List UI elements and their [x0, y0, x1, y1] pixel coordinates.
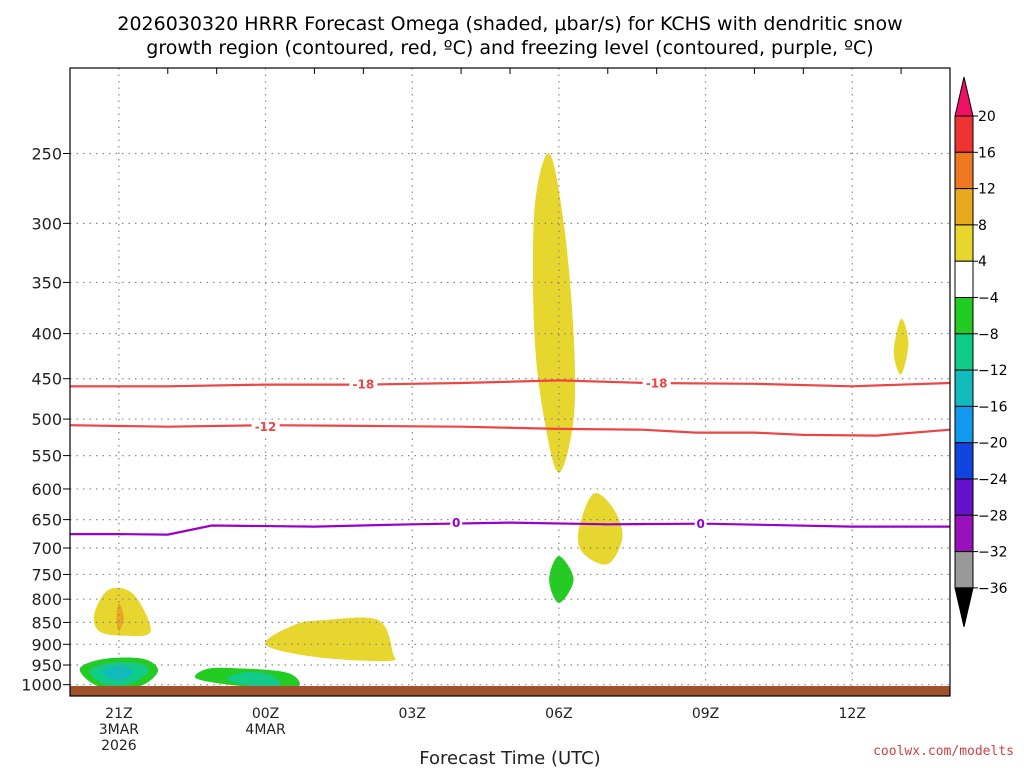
- y-tick-1000: 1000: [21, 676, 62, 695]
- pressure-axis: 250 300 350 400 450 500 550 600 650 700 750 800 850 9…: [21, 144, 70, 695]
- credit-text: coolwx.com/modelts: [873, 744, 1014, 759]
- y-tick-950: 950: [31, 656, 62, 675]
- chart-title-line2: growth region (contoured, red, ºC) and f…: [146, 37, 873, 59]
- colorbar-swatch-10: [954, 478, 974, 516]
- x-tick-00z-line0: 00Z: [252, 706, 279, 722]
- colorbar-swatch-7: [954, 369, 974, 407]
- y-tick-700: 700: [31, 539, 62, 558]
- colorbar-label-0: 20: [978, 109, 996, 125]
- colorbar-swatch-0: [954, 115, 974, 153]
- colorbar-label-2: 12: [978, 182, 996, 198]
- colorbar-swatch-12: [954, 551, 974, 589]
- colorbar-label-8: −16: [978, 399, 1008, 415]
- freezing-level-0-label-bg: [450, 515, 463, 530]
- colorbar-swatch-6: [954, 333, 974, 371]
- colorbar-bottom-arrow: [954, 587, 974, 628]
- colorbar-label-4: 4: [978, 254, 987, 270]
- y-tick-900: 900: [31, 635, 62, 654]
- colorbar-swatch-9: [954, 442, 974, 480]
- y-tick-250: 250: [31, 144, 62, 163]
- omega-plus4-upper-column: [532, 153, 576, 473]
- x-tick-06z-line0: 06Z: [545, 706, 572, 722]
- y-tick-450: 450: [31, 370, 62, 389]
- plot-frame: [69, 67, 951, 697]
- y-tick-350: 350: [31, 273, 62, 292]
- y-tick-750: 750: [31, 565, 62, 584]
- dgz-minus-18-label-1: -18: [646, 376, 668, 390]
- colorbar-swatch-3: [954, 224, 974, 262]
- x-tick-21z-line1: 3MAR: [99, 722, 140, 738]
- y-tick-850: 850: [31, 613, 62, 632]
- colorbar-label-7: −12: [978, 363, 1008, 379]
- colorbar: 20 16 12 8 4 −4 −8 −12 −16 −20 −24 −28 −32 −36: [954, 76, 1008, 628]
- dgz-minus-18-label-bg: [642, 375, 671, 390]
- ground-surface: [70, 686, 950, 696]
- colorbar-swatch-1: [954, 151, 974, 190]
- plot-area: -18 -18 -12 0 0: [69, 67, 951, 697]
- colorbar-top-arrow: [954, 76, 974, 117]
- dgz-minus-12-label-bg: [251, 419, 280, 434]
- colorbar-label-3: 8: [978, 218, 987, 234]
- freezing-level-0-contour: [70, 521, 950, 536]
- dgz-minus-18-label-0: -18: [352, 377, 374, 391]
- colorbar-swatch-8: [954, 405, 974, 444]
- colorbar-label-1: 16: [978, 145, 996, 161]
- omega-minus8-near-surface-east: [226, 672, 282, 687]
- x-tick-09z-line0: 09Z: [692, 706, 719, 722]
- colorbar-label-13: −36: [978, 581, 1008, 597]
- omega-plus8-low-west: [116, 603, 124, 632]
- omega-minus12-near-surface-west: [101, 665, 134, 681]
- omega-plus4-midlevel: [577, 493, 623, 565]
- colorbar-label-6: −8: [978, 327, 999, 343]
- colorbar-swatch-4: [954, 260, 974, 299]
- y-tick-400: 400: [31, 325, 62, 344]
- y-tick-800: 800: [31, 590, 62, 609]
- freezing-level-0-label-1: 0: [696, 517, 704, 531]
- y-tick-550: 550: [31, 447, 62, 466]
- colorbar-swatch-11: [954, 514, 974, 553]
- omega-minus4-midlevel: [549, 556, 574, 603]
- y-tick-500: 500: [31, 410, 62, 429]
- y-tick-650: 650: [31, 511, 62, 530]
- colorbar-label-12: −32: [978, 545, 1008, 561]
- temperature-contours: -18 -18 -12 0 0: [69, 375, 951, 536]
- x-tick-00z-line1: 4MAR: [245, 722, 286, 738]
- omega-plus4-low-east: [265, 617, 396, 662]
- omega-shading: [79, 153, 909, 689]
- omega-plus4-east: [893, 318, 909, 375]
- x-axis-label: Forecast Time (UTC): [419, 748, 600, 768]
- x-tick-21z-line0: 21Z: [105, 706, 132, 722]
- colorbar-label-11: −28: [978, 508, 1008, 524]
- dgz-minus-12-contour: [69, 424, 951, 437]
- x-tick-12z-line0: 12Z: [839, 706, 866, 722]
- freezing-level-0-label-0: 0: [452, 516, 460, 530]
- dgz-minus-18-label-bg: [349, 376, 378, 391]
- freezing-level-0-label-bg: [694, 516, 707, 531]
- chart-title-line1: 2026030320 HRRR Forecast Omega (shaded, …: [117, 13, 902, 35]
- colorbar-label-10: −24: [978, 472, 1008, 488]
- y-tick-300: 300: [31, 214, 62, 233]
- x-tick-03z-line0: 03Z: [399, 706, 426, 722]
- x-tick-21z-line2: 2026: [101, 738, 137, 754]
- y-tick-600: 600: [31, 480, 62, 499]
- colorbar-swatch-2: [954, 188, 974, 226]
- colorbar-swatch-5: [954, 297, 974, 335]
- dgz-minus-18-contour: [70, 379, 951, 388]
- colorbar-label-9: −20: [978, 436, 1008, 452]
- colorbar-label-5: −4: [978, 291, 999, 307]
- dgz-minus-12-label-0: -12: [255, 420, 277, 434]
